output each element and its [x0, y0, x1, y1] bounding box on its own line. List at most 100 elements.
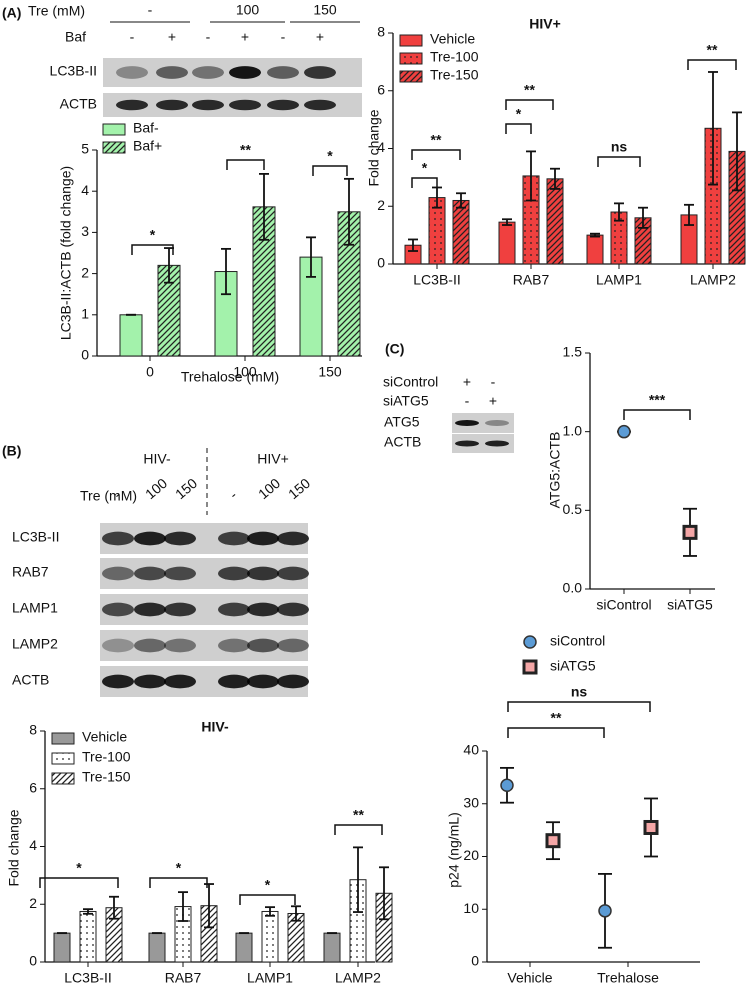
significance-label: *** [649, 392, 666, 408]
significance-bracket [505, 123, 532, 134]
bar [498, 221, 516, 265]
significance-bracket [505, 99, 554, 110]
chart-title: HIV- [201, 719, 229, 735]
significance-bracket [131, 244, 174, 255]
blot-band [247, 531, 279, 546]
condition-label: siControl [383, 374, 438, 390]
blot-band [267, 66, 299, 79]
blot-band [247, 566, 279, 581]
y-axis-label: p24 (ng/mL) [446, 812, 462, 887]
lane-label: - [206, 29, 211, 45]
lane-label: - [465, 393, 470, 409]
blot-band [304, 66, 336, 79]
y-tick-label: 0 [377, 255, 385, 271]
blot-band [134, 531, 166, 546]
blot-band [164, 566, 196, 581]
blot-band [267, 99, 299, 111]
blot-band [134, 566, 166, 581]
legend-label: siATG5 [550, 658, 596, 674]
significance-label: ** [707, 42, 718, 58]
group-label: HIV+ [257, 451, 289, 467]
legend-label: Baf+ [133, 138, 162, 154]
legend-swatch [102, 123, 126, 136]
significance-label: * [76, 860, 82, 876]
y-tick-label: 3 [81, 223, 89, 239]
legend-swatch [51, 732, 75, 745]
significance-label: ** [353, 807, 364, 823]
blot-label: Baf [65, 29, 86, 45]
y-tick-label: 2 [377, 197, 385, 213]
point [643, 819, 659, 835]
condition-label: siATG5 [383, 393, 429, 409]
y-tick-label: 4 [377, 139, 385, 155]
significance-bracket [623, 409, 691, 420]
significance-bracket [312, 165, 348, 176]
blot-band [229, 66, 261, 79]
bar [586, 234, 604, 265]
blot-band [102, 638, 134, 653]
y-tick-label: 0 [81, 347, 89, 363]
significance-label: ns [611, 139, 628, 155]
x-tick-label: siATG5 [667, 597, 713, 613]
bar [119, 314, 143, 357]
y-tick-label: 1.0 [563, 422, 583, 438]
bar [235, 932, 253, 963]
blot-band [164, 674, 196, 689]
blot-band [247, 674, 279, 689]
row-label: ACTB [12, 672, 49, 688]
blot-band [247, 638, 279, 653]
x-tick-label: Trehalose [597, 970, 659, 986]
significance-label: * [422, 160, 428, 176]
bar [546, 178, 564, 265]
significance-label: * [265, 877, 271, 893]
blot-band [455, 420, 479, 426]
legend-marker [523, 635, 537, 649]
panel-label: (B) [2, 443, 21, 459]
y-tick-label: 40 [463, 742, 479, 758]
blot-band [229, 99, 261, 111]
x-tick-label: 0 [146, 364, 154, 380]
blot-band [485, 440, 509, 447]
lane-label: 100 [142, 475, 170, 502]
significance-bracket [411, 177, 438, 188]
panel-label: (A) [2, 5, 21, 21]
blot-band [304, 99, 336, 111]
blot-band [277, 674, 309, 689]
y-tick-label: 20 [463, 847, 479, 863]
significance-label: * [516, 106, 522, 122]
lane-label: - [130, 29, 135, 45]
row-label: LC3B-II [50, 63, 97, 79]
blot-band [164, 602, 196, 617]
x-tick-label: LC3B-II [413, 272, 460, 288]
lane-label: + [316, 29, 324, 45]
row-label: LAMP2 [12, 636, 58, 652]
bar [323, 932, 341, 963]
x-tick-label: RAB7 [513, 272, 550, 288]
blot-band [485, 420, 509, 426]
blot-band [102, 602, 134, 617]
y-axis-label: Fold change [6, 809, 22, 886]
blot-band [277, 602, 309, 617]
blot-band [277, 638, 309, 653]
bar [79, 910, 97, 963]
y-tick-label: 8 [29, 722, 37, 738]
legend-label: Baf- [133, 120, 159, 136]
blot-band [102, 566, 134, 581]
significance-label: ** [431, 132, 442, 148]
blot-band [277, 531, 309, 546]
bar [452, 199, 470, 265]
blot-band [156, 66, 188, 79]
y-tick-label: 4 [29, 837, 37, 853]
legend-swatch [51, 772, 75, 785]
y-tick-label: 2 [81, 264, 89, 280]
significance-bracket [507, 701, 651, 712]
lane-label: 100 [255, 475, 283, 502]
y-tick-label: 1.5 [563, 344, 583, 360]
chart-title: HIV+ [529, 16, 561, 32]
blot-band [116, 99, 148, 111]
significance-bracket [334, 824, 383, 835]
blot-band [277, 566, 309, 581]
blot-band [218, 566, 250, 581]
blot-band [116, 66, 148, 79]
